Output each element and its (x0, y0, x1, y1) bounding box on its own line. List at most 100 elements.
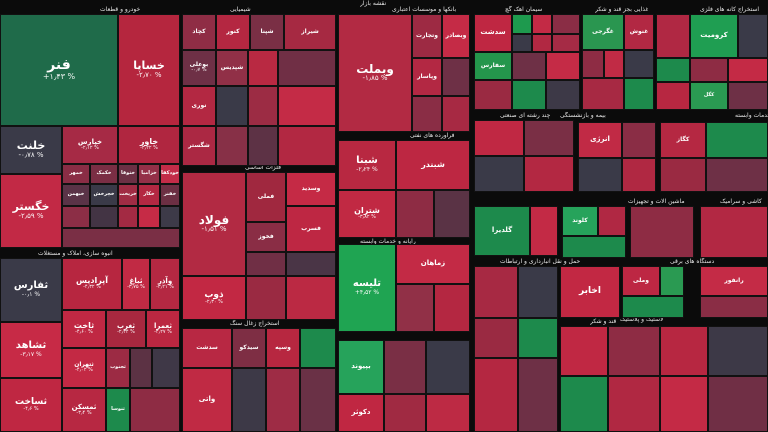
symbol-tile[interactable] (216, 126, 248, 166)
symbol-tile[interactable]: ثشاهد -۳٫۱۷ % (0, 322, 62, 378)
symbol-tile[interactable] (300, 368, 336, 432)
symbol-tile[interactable] (118, 206, 138, 228)
symbol-tile[interactable] (90, 206, 118, 228)
symbol-tile[interactable] (630, 206, 694, 258)
sector-header-auto[interactable]: خودرو و قطعات (100, 6, 141, 13)
symbol-tile[interactable] (622, 296, 684, 318)
symbol-tile[interactable]: ثجنوب (106, 348, 130, 388)
symbol-tile[interactable] (412, 96, 442, 132)
symbol-tile[interactable]: گلدیرا (474, 206, 530, 256)
symbol-tile[interactable]: وآذر -۳٫۲۱ % (150, 258, 180, 310)
symbol-tile[interactable] (426, 340, 470, 394)
symbol-tile[interactable]: شیراز (284, 14, 336, 50)
symbol-tile[interactable] (384, 340, 426, 394)
symbol-tile[interactable]: وبملت -۱٫۸۵ % (338, 14, 412, 132)
symbol-tile[interactable]: شپنا (250, 14, 284, 50)
symbol-tile[interactable]: شتران -۳٫۸۲ % (338, 190, 396, 238)
symbol-tile[interactable]: ختوقا (118, 164, 138, 184)
symbol-tile[interactable]: غنوش (624, 14, 654, 50)
symbol-tile[interactable] (518, 358, 558, 432)
symbol-tile[interactable]: غگرجی (582, 14, 624, 50)
symbol-tile[interactable]: اخابر (560, 266, 620, 318)
sector-header-multi[interactable]: چند رشته ای صنعتی (500, 112, 551, 119)
symbol-tile[interactable]: خچرخش (90, 184, 118, 206)
symbol-tile[interactable]: خودکفا (160, 164, 180, 184)
symbol-tile[interactable]: شپدیس (216, 50, 248, 86)
symbol-tile[interactable] (512, 52, 546, 80)
symbol-tile[interactable]: سدشت (182, 328, 232, 368)
symbol-tile[interactable] (660, 266, 684, 296)
symbol-tile[interactable]: کلوند (562, 206, 598, 236)
symbol-tile[interactable] (426, 394, 470, 432)
sector-header-chemical[interactable]: شیمیایی (230, 6, 251, 13)
sector-header-banks[interactable]: بانکها و موسسات اعتباری (392, 6, 457, 13)
symbol-tile[interactable]: شبنا -۲٫۲۴ % (338, 140, 396, 190)
symbol-tile[interactable] (434, 284, 470, 332)
symbol-tile[interactable] (62, 206, 90, 228)
symbol-tile[interactable]: کروميت (690, 14, 738, 58)
symbol-tile[interactable] (552, 14, 580, 34)
symbol-tile[interactable] (656, 58, 690, 82)
symbol-tile[interactable] (474, 80, 512, 110)
sector-header-insurance[interactable]: بیمه و بازنشستگی (560, 112, 606, 119)
symbol-tile[interactable] (530, 206, 558, 256)
symbol-tile[interactable]: سدشت (474, 14, 512, 52)
symbol-tile[interactable] (300, 328, 336, 368)
symbol-tile[interactable] (660, 376, 708, 432)
symbol-tile[interactable] (130, 348, 152, 388)
sector-header-electric[interactable]: دستگاه های برقی (670, 258, 715, 265)
symbol-tile[interactable] (248, 86, 278, 126)
symbol-tile[interactable] (474, 266, 518, 318)
symbol-tile[interactable] (624, 50, 654, 78)
symbol-tile[interactable] (232, 368, 266, 432)
symbol-tile[interactable] (552, 34, 580, 52)
symbol-tile[interactable]: کگاز (660, 122, 706, 158)
symbol-tile[interactable] (278, 86, 336, 126)
symbol-tile[interactable] (546, 52, 580, 80)
symbol-tile[interactable] (512, 80, 546, 110)
symbol-tile[interactable] (690, 58, 728, 82)
symbol-tile[interactable]: خلنت -۰٫۷۸ % (0, 126, 62, 174)
symbol-tile[interactable] (152, 348, 180, 388)
symbol-tile[interactable]: انرژی (578, 122, 622, 158)
symbol-tile[interactable]: خفنر (160, 184, 180, 206)
symbol-tile[interactable]: سیدکو (232, 328, 266, 368)
symbol-tile[interactable] (524, 120, 574, 156)
symbol-tile[interactable]: خگستر -۲٫۵۹ % (0, 174, 62, 248)
symbol-tile[interactable]: خریخت (118, 184, 138, 206)
symbol-tile[interactable] (216, 86, 248, 126)
symbol-tile[interactable]: آپرادیس -۴٫۳۲ % (62, 258, 122, 310)
symbol-tile[interactable]: خساپا -۲٫۷۰ % (118, 14, 180, 126)
symbol-tile[interactable] (598, 206, 626, 236)
symbol-tile[interactable]: ثتهران -۴٫۰۲ % (62, 348, 106, 388)
symbol-tile[interactable] (608, 376, 660, 432)
symbol-tile[interactable] (266, 368, 300, 432)
symbol-tile[interactable]: بوعلی -۰٫۷ % (182, 50, 216, 86)
symbol-tile[interactable]: خمهر (62, 164, 90, 184)
symbol-tile[interactable]: فسرب (286, 206, 336, 252)
symbol-tile[interactable]: وبصادر (442, 14, 470, 58)
symbol-tile[interactable] (656, 82, 690, 110)
symbol-tile[interactable] (524, 156, 574, 192)
symbol-tile[interactable]: کنور (216, 14, 250, 50)
symbol-tile[interactable] (624, 78, 654, 110)
symbol-tile[interactable]: ثفارس -۰٫۱ % (0, 258, 62, 322)
symbol-tile[interactable]: ثساخت -۴٫۶ % (0, 378, 62, 432)
symbol-tile[interactable] (286, 276, 336, 320)
sector-header-transport[interactable]: حمل و نقل انبارداری و ارتباطات (500, 258, 581, 265)
symbol-tile[interactable] (278, 50, 336, 86)
symbol-tile[interactable] (622, 122, 656, 158)
symbol-tile[interactable]: خپارس -۲٫۱۲ % (62, 126, 118, 164)
symbol-tile[interactable] (512, 34, 532, 52)
symbol-tile[interactable]: وسپه (266, 328, 300, 368)
symbol-tile[interactable] (248, 50, 278, 86)
symbol-tile[interactable]: شگستر (182, 126, 216, 166)
symbol-tile[interactable]: ثاخت -۴٫۶۰ % (62, 310, 106, 348)
sector-header-refinery[interactable]: فرآورده های نفتی (410, 132, 455, 139)
symbol-tile[interactable] (604, 50, 624, 78)
sector-header-pharma[interactable]: استخراج کانه های فلزی (700, 6, 760, 13)
symbol-tile[interactable] (62, 228, 180, 248)
symbol-tile[interactable] (138, 206, 160, 228)
symbol-tile[interactable]: وتجارت (412, 14, 442, 58)
symbol-tile[interactable]: ذوب -۲٫۳۰ % (182, 276, 246, 320)
